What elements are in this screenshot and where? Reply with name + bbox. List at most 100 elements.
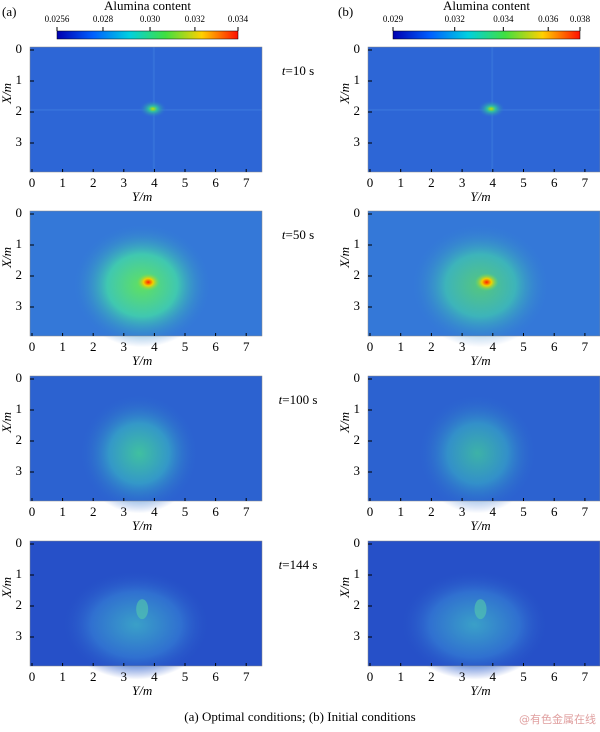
time-value: =144 s bbox=[282, 557, 317, 572]
x-tick-label: 4 bbox=[151, 504, 158, 519]
x-tick-label: 7 bbox=[243, 339, 250, 354]
y-tick-label: 1 bbox=[16, 566, 23, 581]
hotspot bbox=[474, 273, 499, 292]
axis-title: X/m bbox=[0, 247, 14, 269]
x-tick-label: 4 bbox=[151, 175, 158, 190]
x-tick-label: 5 bbox=[182, 504, 189, 519]
y-tick-label: 3 bbox=[16, 463, 23, 478]
x-tick-label: 5 bbox=[520, 504, 527, 519]
axis-title: X/m bbox=[0, 577, 14, 599]
panel-label: (b) bbox=[338, 4, 353, 19]
axis-title: X/m bbox=[337, 83, 352, 105]
contour-plot bbox=[367, 46, 600, 173]
x-tick-label: 5 bbox=[520, 669, 527, 684]
x-tick-label: 4 bbox=[490, 669, 497, 684]
x-tick-label: 1 bbox=[59, 669, 66, 684]
y-tick-label: 1 bbox=[354, 401, 361, 416]
time-value: =10 s bbox=[285, 63, 314, 78]
x-tick-label: 5 bbox=[182, 339, 189, 354]
axis-title: Y/m bbox=[132, 353, 152, 368]
y-tick-label: 3 bbox=[354, 298, 361, 313]
y-tick-label: 2 bbox=[354, 103, 361, 118]
axis-title: Y/m bbox=[470, 189, 490, 204]
colorbar-tick-label: 0.029 bbox=[383, 14, 404, 24]
x-tick-label: 1 bbox=[397, 175, 404, 190]
colorbar-tick-label: 0.034 bbox=[493, 14, 514, 24]
y-tick-label: 0 bbox=[354, 370, 361, 385]
x-tick-label: 1 bbox=[397, 339, 404, 354]
contour-plot bbox=[29, 540, 263, 680]
x-tick-label: 6 bbox=[551, 339, 558, 354]
x-tick-label: 7 bbox=[582, 175, 589, 190]
y-tick-label: 2 bbox=[354, 432, 361, 447]
x-tick-label: 4 bbox=[490, 504, 497, 519]
x-tick-label: 2 bbox=[90, 669, 97, 684]
colorbar-tick-label: 0.0256 bbox=[45, 14, 70, 24]
plume bbox=[61, 569, 212, 680]
axis-title: Y/m bbox=[470, 353, 490, 368]
x-tick-label: 6 bbox=[212, 504, 219, 519]
x-tick-label: 3 bbox=[459, 339, 466, 354]
x-tick-label: 3 bbox=[121, 504, 128, 519]
x-tick-label: 1 bbox=[397, 504, 404, 519]
y-tick-label: 2 bbox=[354, 267, 361, 282]
axis-title: X/m bbox=[0, 83, 14, 105]
x-tick-label: 6 bbox=[212, 669, 219, 684]
y-tick-label: 3 bbox=[354, 134, 361, 149]
time-var: t bbox=[282, 227, 286, 242]
colorbar-tick-label: 0.036 bbox=[538, 14, 559, 24]
axis-title: Y/m bbox=[470, 683, 490, 698]
colorbar-title: Alumina content bbox=[443, 0, 530, 13]
y-tick-label: 3 bbox=[16, 298, 23, 313]
x-tick-label: 4 bbox=[490, 175, 497, 190]
x-tick-label: 4 bbox=[490, 339, 497, 354]
axis-title: X/m bbox=[337, 412, 352, 434]
x-tick-label: 2 bbox=[90, 175, 97, 190]
y-tick-label: 2 bbox=[16, 432, 23, 447]
x-tick-label: 6 bbox=[212, 175, 219, 190]
y-tick-label: 2 bbox=[16, 597, 23, 612]
axis-title: X/m bbox=[337, 577, 352, 599]
y-tick-label: 1 bbox=[16, 72, 23, 87]
x-tick-label: 3 bbox=[121, 175, 128, 190]
y-tick-label: 3 bbox=[16, 134, 23, 149]
x-tick-label: 5 bbox=[182, 175, 189, 190]
frame bbox=[29, 210, 263, 337]
colorbar-tick-label: 0.030 bbox=[140, 14, 161, 24]
x-tick-label: 2 bbox=[428, 504, 435, 519]
y-tick-label: 1 bbox=[354, 236, 361, 251]
x-tick-label: 0 bbox=[367, 339, 374, 354]
axis-title: Y/m bbox=[132, 518, 152, 533]
contour-plot bbox=[367, 540, 600, 680]
time-var: t bbox=[279, 557, 283, 572]
y-tick-label: 1 bbox=[354, 566, 361, 581]
x-tick-label: 7 bbox=[582, 669, 589, 684]
hotspot bbox=[477, 99, 506, 118]
hotspot bbox=[136, 273, 161, 292]
colorbar-tick-label: 0.038 bbox=[570, 14, 591, 24]
axis-title: X/m bbox=[337, 247, 352, 269]
colorbar bbox=[56, 30, 239, 40]
x-tick-label: 4 bbox=[151, 339, 158, 354]
x-tick-label: 7 bbox=[243, 669, 250, 684]
x-tick-label: 0 bbox=[367, 175, 374, 190]
contour-plot bbox=[29, 46, 263, 173]
y-tick-label: 0 bbox=[16, 41, 23, 56]
x-tick-label: 6 bbox=[551, 175, 558, 190]
hotspot bbox=[138, 99, 167, 118]
y-tick-label: 2 bbox=[16, 267, 23, 282]
x-tick-label: 5 bbox=[520, 339, 527, 354]
x-tick-label: 4 bbox=[151, 669, 158, 684]
x-tick-label: 0 bbox=[367, 669, 374, 684]
time-var: t bbox=[279, 392, 283, 407]
x-tick-label: 5 bbox=[520, 175, 527, 190]
plume bbox=[79, 393, 200, 514]
colorbar-tick-label: 0.032 bbox=[185, 14, 205, 24]
y-tick-label: 0 bbox=[354, 41, 361, 56]
colorbar-title: Alumina content bbox=[104, 0, 191, 13]
y-tick-label: 0 bbox=[16, 370, 23, 385]
x-tick-label: 0 bbox=[367, 504, 374, 519]
x-tick-label: 3 bbox=[459, 175, 466, 190]
